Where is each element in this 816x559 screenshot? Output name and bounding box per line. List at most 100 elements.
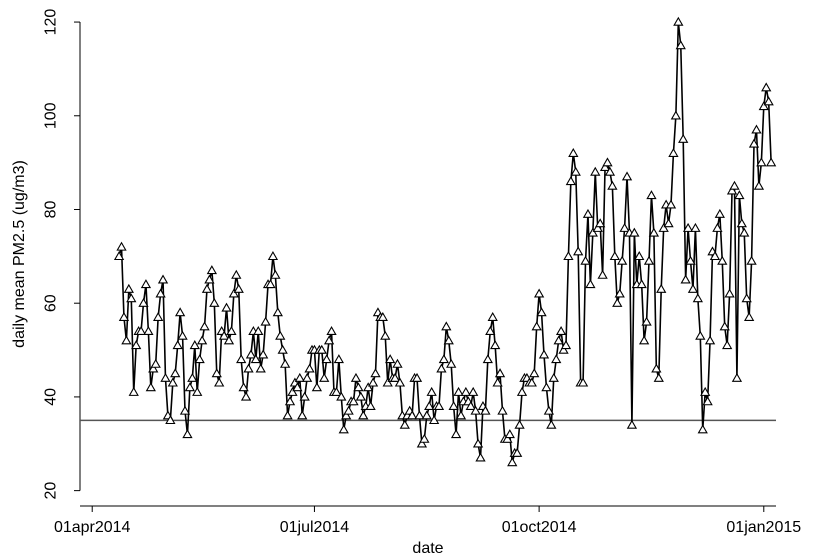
data-point: [551, 354, 562, 364]
data-point: [179, 405, 191, 415]
data-point: [756, 157, 767, 167]
data-point: [582, 208, 594, 218]
data-point: [687, 283, 699, 293]
data-point: [753, 180, 765, 190]
data-point: [411, 372, 423, 382]
data-point: [299, 391, 310, 401]
data-point: [592, 222, 603, 232]
data-point: [665, 199, 677, 209]
data-point: [204, 274, 215, 284]
data-point: [548, 372, 559, 382]
data-point: [377, 311, 388, 321]
data-point: [626, 419, 638, 429]
data-point: [714, 208, 725, 218]
data-point: [424, 400, 435, 410]
data-point: [617, 255, 628, 265]
data-point: [553, 335, 564, 345]
data-point: [602, 157, 613, 167]
data-point: [614, 288, 625, 298]
data-point: [370, 368, 381, 378]
data-point: [172, 340, 183, 350]
data-point: [177, 330, 188, 340]
data-point: [414, 410, 425, 420]
data-point: [211, 368, 222, 378]
data-point: [482, 354, 493, 364]
data-point: [270, 269, 281, 279]
data-point: [148, 363, 159, 373]
data-point: [331, 386, 342, 396]
data-point: [277, 344, 288, 354]
data-point: [668, 147, 679, 157]
data-point: [238, 382, 249, 392]
data-point: [338, 424, 349, 434]
data-point: [350, 372, 362, 382]
data-point: [475, 452, 486, 462]
data-point: [304, 363, 315, 373]
data-point: [353, 382, 364, 392]
data-point: [568, 147, 579, 157]
data-point: [663, 218, 674, 228]
y-tick-label: 60: [43, 294, 60, 312]
data-point: [612, 297, 623, 307]
data-point: [511, 447, 523, 457]
data-point: [333, 354, 345, 364]
data-point: [641, 316, 652, 326]
data-point: [443, 335, 454, 345]
x-tick-label: 01jan2015: [726, 519, 801, 536]
data-point: [399, 419, 410, 429]
data-point: [301, 372, 313, 382]
data-point: [490, 340, 501, 350]
data-point: [678, 133, 689, 143]
data-point: [673, 16, 684, 26]
data-point: [116, 241, 127, 251]
data-point: [209, 297, 220, 307]
data-point: [536, 307, 547, 317]
data-point: [319, 372, 330, 382]
data-point: [741, 293, 752, 303]
data-point: [131, 340, 142, 350]
data-point: [648, 227, 660, 237]
data-point: [700, 386, 711, 396]
data-point: [135, 326, 147, 336]
data-point: [182, 429, 193, 439]
data-point: [492, 377, 503, 387]
data-point: [470, 405, 481, 415]
data-point: [541, 382, 552, 392]
data-point: [507, 457, 518, 467]
data-point: [675, 40, 686, 50]
data-point: [406, 410, 418, 420]
data-point: [275, 330, 286, 340]
x-tick-label: 01jul2014: [280, 519, 350, 536]
data-point: [284, 396, 296, 406]
data-point: [736, 218, 747, 228]
data-point: [184, 382, 196, 392]
x-axis: 01apr2014 01jul2014 01oct2014 01jan2015: [54, 505, 801, 536]
data-point: [765, 157, 777, 167]
data-point: [597, 269, 608, 279]
data-point: [380, 330, 391, 340]
data-point: [316, 344, 327, 354]
data-point: [389, 372, 401, 382]
data-point: [426, 386, 437, 396]
data-point: [704, 335, 716, 345]
data-point: [294, 372, 305, 382]
data-point: [121, 335, 132, 345]
data-point: [436, 363, 447, 373]
data-point: [199, 321, 210, 331]
data-point: [118, 311, 130, 321]
data-point: [690, 222, 701, 232]
data-point: [455, 410, 467, 420]
data-point: [746, 255, 757, 265]
data-point: [682, 222, 694, 232]
y-axis: 20 40 60 80 100 120: [43, 9, 81, 500]
data-point: [570, 166, 581, 176]
data-point: [167, 377, 178, 387]
data-point: [145, 382, 156, 392]
data-point: [243, 363, 254, 373]
data-point: [751, 124, 762, 134]
data-point: [453, 386, 464, 396]
data-point: [214, 377, 225, 387]
data-point: [416, 438, 428, 448]
data-point: [763, 96, 774, 106]
data-point: [743, 311, 755, 321]
